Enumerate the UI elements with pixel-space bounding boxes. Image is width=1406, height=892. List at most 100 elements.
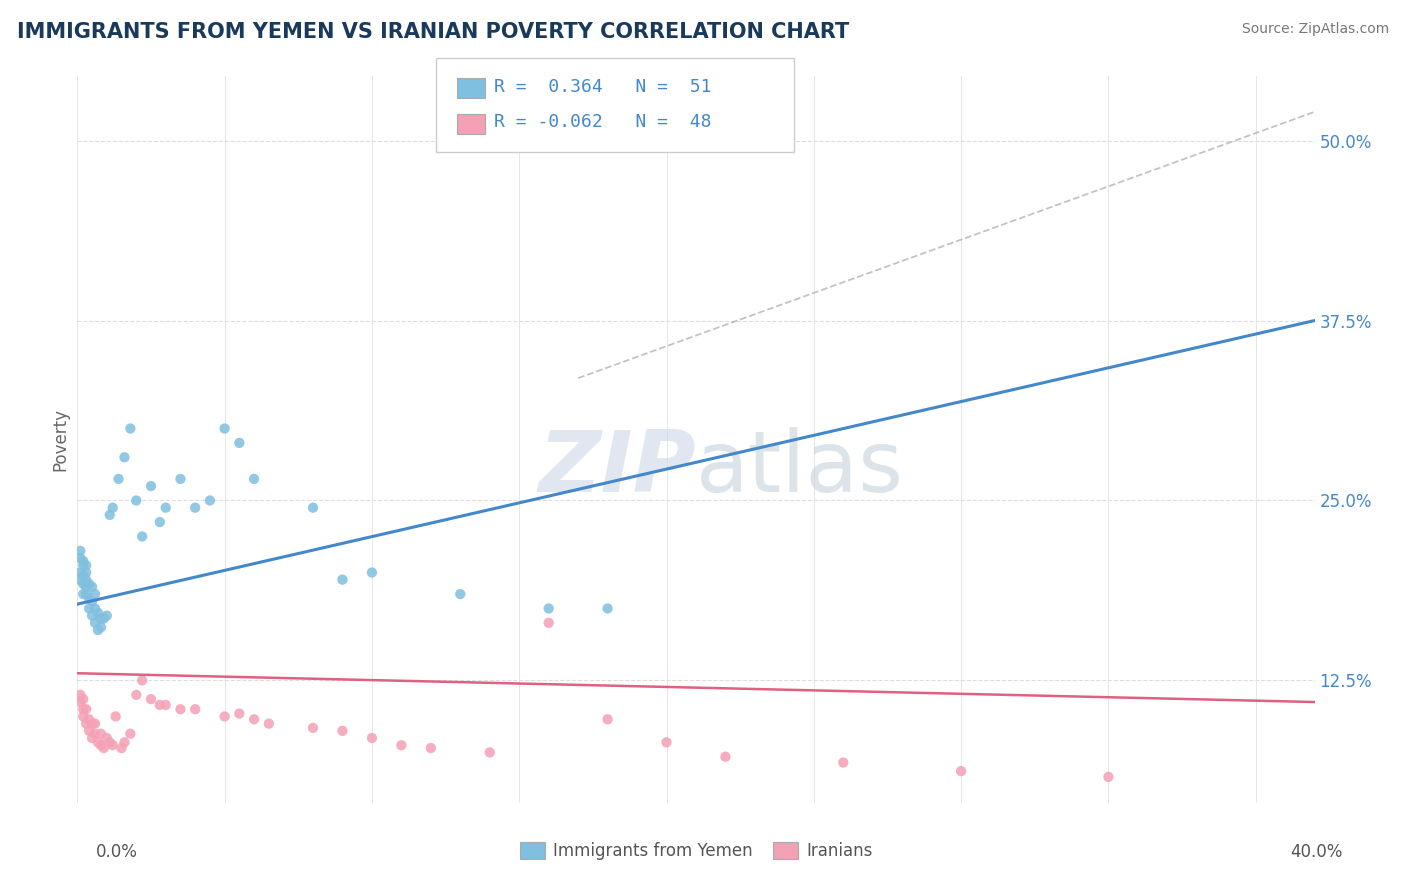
Point: [84, 601, 107, 615]
Point: [96, 731, 118, 745]
Point: [243, 472, 266, 486]
Point: [214, 421, 236, 435]
Point: [77, 577, 100, 591]
Point: [84, 716, 107, 731]
Point: [72, 709, 94, 723]
Point: [131, 529, 153, 543]
Point: [155, 500, 177, 515]
Point: [75, 587, 97, 601]
Point: [139, 479, 162, 493]
Point: [90, 611, 112, 625]
Point: [69, 695, 91, 709]
Point: [75, 573, 97, 587]
Point: [96, 608, 118, 623]
Point: [184, 500, 207, 515]
Point: [419, 741, 441, 756]
Point: [101, 500, 124, 515]
Point: [101, 738, 124, 752]
Point: [302, 721, 325, 735]
Point: [149, 698, 172, 712]
Point: [75, 580, 97, 594]
Text: R =  0.364   N =  51: R = 0.364 N = 51: [494, 78, 711, 95]
Point: [125, 688, 148, 702]
Point: [69, 544, 91, 558]
Point: [84, 727, 107, 741]
Point: [169, 472, 191, 486]
Point: [90, 738, 112, 752]
Point: [77, 712, 100, 726]
Point: [93, 611, 115, 625]
Point: [98, 508, 121, 522]
Text: 0.0%: 0.0%: [96, 843, 138, 861]
Point: [1097, 770, 1119, 784]
Point: [139, 692, 162, 706]
Point: [169, 702, 191, 716]
Point: [69, 551, 91, 566]
Point: [80, 594, 103, 608]
Text: R = -0.062   N =  48: R = -0.062 N = 48: [494, 113, 711, 131]
Text: 40.0%: 40.0%: [1291, 843, 1343, 861]
Point: [655, 735, 678, 749]
Point: [125, 493, 148, 508]
Point: [87, 623, 110, 637]
Point: [77, 591, 100, 606]
Text: atlas: atlas: [696, 427, 904, 510]
Point: [87, 735, 110, 749]
Point: [228, 706, 250, 721]
Point: [80, 716, 103, 731]
Point: [77, 601, 100, 615]
Point: [537, 615, 560, 630]
Point: [155, 698, 177, 712]
Text: Source: ZipAtlas.com: Source: ZipAtlas.com: [1241, 22, 1389, 37]
Point: [714, 749, 737, 764]
Text: ZIP: ZIP: [538, 427, 696, 510]
Point: [80, 731, 103, 745]
Point: [84, 615, 107, 630]
Point: [332, 723, 354, 738]
Point: [104, 709, 127, 723]
Point: [184, 702, 207, 716]
Point: [950, 764, 973, 778]
Point: [120, 727, 142, 741]
Point: [361, 731, 384, 745]
Point: [87, 606, 110, 620]
Point: [90, 727, 112, 741]
Point: [75, 702, 97, 716]
Legend: Immigrants from Yemen, Iranians: Immigrants from Yemen, Iranians: [513, 836, 879, 867]
Text: IMMIGRANTS FROM YEMEN VS IRANIAN POVERTY CORRELATION CHART: IMMIGRANTS FROM YEMEN VS IRANIAN POVERTY…: [17, 22, 849, 42]
Point: [77, 723, 100, 738]
Point: [114, 450, 136, 465]
Point: [228, 436, 250, 450]
Point: [110, 741, 132, 756]
Point: [72, 692, 94, 706]
Point: [75, 558, 97, 573]
Point: [198, 493, 221, 508]
Point: [149, 515, 172, 529]
Point: [478, 746, 501, 760]
Point: [361, 566, 384, 580]
Point: [72, 587, 94, 601]
Point: [93, 741, 115, 756]
Point: [832, 756, 855, 770]
Point: [72, 558, 94, 573]
Point: [107, 472, 129, 486]
Point: [120, 421, 142, 435]
Point: [537, 601, 560, 615]
Point: [389, 738, 412, 752]
Point: [90, 620, 112, 634]
Point: [84, 587, 107, 601]
Point: [69, 566, 91, 580]
Point: [75, 566, 97, 580]
Point: [449, 587, 471, 601]
Point: [257, 716, 280, 731]
Point: [114, 735, 136, 749]
Point: [72, 554, 94, 568]
Point: [596, 601, 619, 615]
Point: [214, 709, 236, 723]
Point: [332, 573, 354, 587]
Point: [131, 673, 153, 688]
Point: [69, 573, 91, 587]
Y-axis label: Poverty: Poverty: [51, 408, 69, 471]
Point: [98, 735, 121, 749]
Point: [596, 712, 619, 726]
